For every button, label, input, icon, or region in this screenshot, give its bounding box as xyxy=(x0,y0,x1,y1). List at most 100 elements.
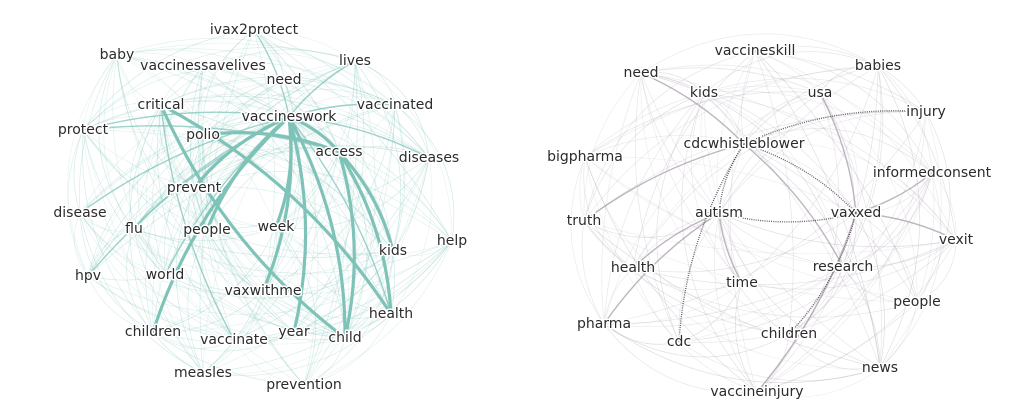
edge-faint-prevent-measles xyxy=(175,187,204,374)
edge-strong-vaxxed-children xyxy=(788,212,857,335)
edge-faint-autism-health xyxy=(632,212,720,269)
edge-medium-vaccineswork-protect xyxy=(82,111,290,131)
edge-faint-need-kids xyxy=(640,71,705,94)
edge-strong-cdcwhistleblower-injury xyxy=(743,110,927,145)
edge-faint-week-health xyxy=(275,226,392,315)
edge-faint-lives-vaccinated xyxy=(354,60,396,106)
edge-faint-babies-truth xyxy=(583,65,879,222)
node-label-vaccineskill: vaccineskill xyxy=(715,43,796,59)
edge-faint-vaccinessavelives-world xyxy=(152,65,204,276)
edge-faint-vaccinated-access xyxy=(338,104,396,153)
edge-faint-week-vaccinate xyxy=(233,226,277,341)
edge-faint-need-truth xyxy=(583,72,642,222)
edge-faint-vaccinated-child xyxy=(344,104,404,339)
edge-faint-prevent-prevention xyxy=(193,187,305,386)
edge-faint-vaccinated-week xyxy=(275,104,396,228)
edge-faint-vaccinate-prevention xyxy=(233,339,305,386)
edge-medium-vaxxed-usa xyxy=(819,92,857,214)
edge-faint-pharma-cdc xyxy=(603,323,680,345)
edge-faint-bigpharma-research xyxy=(584,156,844,268)
edge-faint-cdc-news xyxy=(678,341,881,382)
node-label-cdc: cdc xyxy=(667,334,691,350)
edge-faint-research-cdc xyxy=(678,266,844,343)
node-label-ivax2protect: ivax2protect xyxy=(210,22,299,38)
edge-faint-need-diseases xyxy=(283,79,430,159)
edge-faint-informedconsent-vexit xyxy=(931,172,957,241)
edge-faint-vaccineskill-informedconsent xyxy=(754,50,933,174)
edge-faint-critical-people xyxy=(159,104,208,231)
edge-faint-vaxwithme-measles xyxy=(202,290,264,374)
edge-faint-kids-autism xyxy=(700,92,720,214)
edge-faint-autism-vexit xyxy=(718,212,957,248)
edge-faint-disease-flu xyxy=(79,212,135,232)
edge-faint-vaxxed-people xyxy=(855,212,918,303)
node-label-vaccinessavelives: vaccinessavelives xyxy=(140,58,266,74)
edge-faint-critical-children xyxy=(129,104,162,333)
edge-faint-vaccinated-vaccineswork xyxy=(288,95,396,118)
edge-faint-research-news xyxy=(842,266,881,369)
edge-faint-injury-pharma xyxy=(603,111,927,325)
edge-faint-flu-help xyxy=(133,228,453,274)
edge-faint-ivax2protect-people xyxy=(205,29,255,231)
node-label-child: child xyxy=(328,330,361,346)
edge-faint-bigpharma-people xyxy=(584,156,918,303)
edge-faint-vaxwithme-health xyxy=(262,290,392,319)
edge-faint-time-cdc xyxy=(678,282,743,343)
edge-faint-critical-protect xyxy=(82,102,162,131)
edge-faint-people-measles xyxy=(187,229,208,374)
edge-faint-vaccinated-year xyxy=(293,104,396,333)
edge-faint-autism-news xyxy=(718,212,881,369)
edge-faint-cdcwhistleblower-informedconsent xyxy=(743,128,933,174)
edge-faint-vaxxed-health xyxy=(632,212,857,273)
edge-faint-pharma-children xyxy=(603,323,790,358)
edge-faint-protect-world xyxy=(82,129,166,276)
node-label-vaccinated: vaccinated xyxy=(357,97,434,113)
edge-faint-polio-prevent xyxy=(191,134,204,189)
edge-faint-baby-vaccinessavelives xyxy=(116,52,204,67)
edge-faint-cdcwhistleblower-news xyxy=(743,143,881,369)
edge-faint-baby-hpv xyxy=(67,54,118,277)
edge-faint-flu-world xyxy=(133,228,166,276)
edge-faint-vaccineswork-flu xyxy=(133,116,290,230)
edge-faint-critical-vaccinate xyxy=(157,104,235,341)
edge-faint-polio-disease xyxy=(79,134,204,214)
edge-faint-usa-pharma xyxy=(603,92,821,325)
edge-faint-need-hpv xyxy=(87,79,285,277)
edge-faint-kids-usa xyxy=(703,85,821,94)
edge-faint-flu-week xyxy=(133,226,277,242)
edge-faint-protect-hpv xyxy=(67,129,89,277)
edge-strong-access-child xyxy=(337,151,356,339)
edge-faint-protect-diseases xyxy=(82,96,430,159)
edge-faint-vaccinated-diseases xyxy=(394,104,430,159)
edge-faint-diseases-prevent xyxy=(193,145,430,189)
edge-faint-vaccineswork-protect xyxy=(82,101,290,131)
edge-faint-babies-children xyxy=(788,65,882,335)
edge-medium-autism-time xyxy=(718,212,743,284)
edge-faint-critical-vaxwithme xyxy=(160,104,264,292)
edge-faint-health-pharma xyxy=(603,267,634,325)
node-label-vaxwithme: vaxwithme xyxy=(224,283,301,299)
edge-faint-baby-disease xyxy=(79,54,118,214)
edge-faint-truth-vexit xyxy=(583,220,957,255)
node-label-prevention: prevention xyxy=(266,377,342,393)
edge-faint-research-vaccineinjury xyxy=(756,266,844,393)
edge-faint-diseases-vaccinate xyxy=(233,157,430,341)
edge-faint-flu-year xyxy=(133,228,295,333)
edge-faint-lives-prevent xyxy=(193,60,356,189)
edge-faint-lives-year xyxy=(293,60,365,333)
edge-faint-need-informedconsent xyxy=(640,64,933,174)
edge-faint-usa-autism xyxy=(718,92,821,214)
edge-faint-baby-flu xyxy=(98,54,135,230)
edge-faint-kids-world xyxy=(164,250,394,299)
edge-faint-bigpharma-pharma xyxy=(570,156,605,325)
edge-faint-vaccineskill-injury xyxy=(754,50,927,113)
edge-faint-kids-truth xyxy=(583,92,705,222)
edge-faint-vaccineskill-time xyxy=(716,50,756,284)
edge-faint-protect-help xyxy=(82,129,453,242)
edge-faint-protect-people xyxy=(82,129,208,231)
edge-faint-cdcwhistleblower-vexit xyxy=(743,141,957,241)
edge-faint-diseases-child xyxy=(344,157,430,339)
node-label-lives: lives xyxy=(339,53,371,69)
edge-medium-protect-access xyxy=(82,125,340,153)
